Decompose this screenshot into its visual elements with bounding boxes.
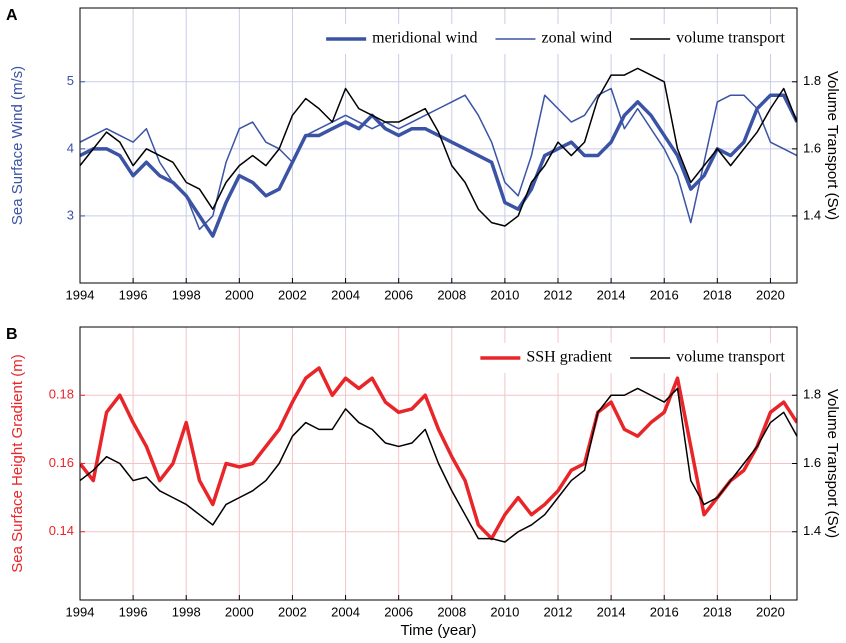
- y2-axis-label: Volume Transport (Sv): [824, 389, 841, 538]
- x-tick-label: 2016: [650, 287, 679, 302]
- y-tick-label: 3: [67, 207, 74, 222]
- y-tick-label: 0.14: [49, 523, 74, 538]
- legend: meridional wind zonal wind volume transpor…: [316, 24, 795, 54]
- legend-label: SSH gradient: [526, 349, 612, 366]
- y2-tick-label: 1.4: [803, 523, 821, 538]
- x-tick-label: 2014: [597, 604, 626, 619]
- x-tick-label: 2002: [278, 604, 307, 619]
- plot-frame: [79, 7, 798, 284]
- x-tick-label: 1998: [172, 604, 201, 619]
- y2-tick-label: 1.4: [803, 207, 821, 222]
- x-tick-label: 2002: [278, 287, 307, 302]
- y2-tick-label: 1.6: [803, 455, 821, 470]
- series-line: [80, 87, 797, 231]
- x-tick-label: 2004: [331, 604, 360, 619]
- y-axis-label: Sea Surface Height Gradient (m): [9, 354, 26, 572]
- x-tick-label: 1994: [66, 604, 95, 619]
- y-tick-label: 0.18: [49, 387, 74, 402]
- x-tick-label: 2006: [384, 604, 413, 619]
- series-line: [80, 366, 797, 541]
- panel-label: A: [6, 7, 18, 24]
- x-tick-label: 2008: [437, 604, 466, 619]
- series-line: [80, 387, 797, 543]
- x-tick-label: 2000: [225, 287, 254, 302]
- y2-tick-label: 1.8: [803, 387, 821, 402]
- x-tick-label: 2004: [331, 287, 360, 302]
- x-tick-label: 2012: [544, 604, 573, 619]
- x-tick-label: 2000: [225, 604, 254, 619]
- x-tick-label: 2020: [756, 287, 785, 302]
- x-tick-label: 2016: [650, 604, 679, 619]
- x-tick-label: 1996: [119, 604, 148, 619]
- x-tick-label: 2006: [384, 287, 413, 302]
- legend: SSH gradient volume transport: [470, 343, 795, 373]
- legend-label: volume transport: [676, 30, 785, 47]
- x-axis-label: Time (year): [400, 622, 476, 639]
- y2-axis-label: Volume Transport (Sv): [824, 71, 841, 220]
- x-tick-label: 1994: [66, 287, 95, 302]
- series-line: [80, 67, 797, 227]
- y-axis-label: Sea Surface Wind (m/s): [9, 66, 26, 225]
- y2-tick-label: 1.6: [803, 140, 821, 155]
- x-tick-label: 2018: [703, 287, 732, 302]
- y-tick-label: 4: [67, 140, 74, 155]
- x-tick-label: 2012: [544, 287, 573, 302]
- y-tick-label: 0.16: [49, 455, 74, 470]
- legend-label: zonal wind: [541, 30, 612, 47]
- x-tick-label: 2010: [490, 287, 519, 302]
- x-tick-label: 2010: [490, 604, 519, 619]
- series-line: [80, 93, 797, 238]
- x-tick-label: 2008: [437, 287, 466, 302]
- x-tick-label: 2014: [597, 287, 626, 302]
- x-tick-label: 1996: [119, 287, 148, 302]
- x-tick-label: 2020: [756, 604, 785, 619]
- x-tick-label: 2018: [703, 604, 732, 619]
- legend-box: [316, 24, 795, 54]
- y-tick-label: 5: [67, 73, 74, 88]
- legend-label: volume transport: [676, 349, 785, 366]
- panel-label: B: [6, 326, 18, 343]
- x-tick-label: 1998: [172, 287, 201, 302]
- y2-tick-label: 1.8: [803, 73, 821, 88]
- legend-label: meridional wind: [372, 30, 477, 47]
